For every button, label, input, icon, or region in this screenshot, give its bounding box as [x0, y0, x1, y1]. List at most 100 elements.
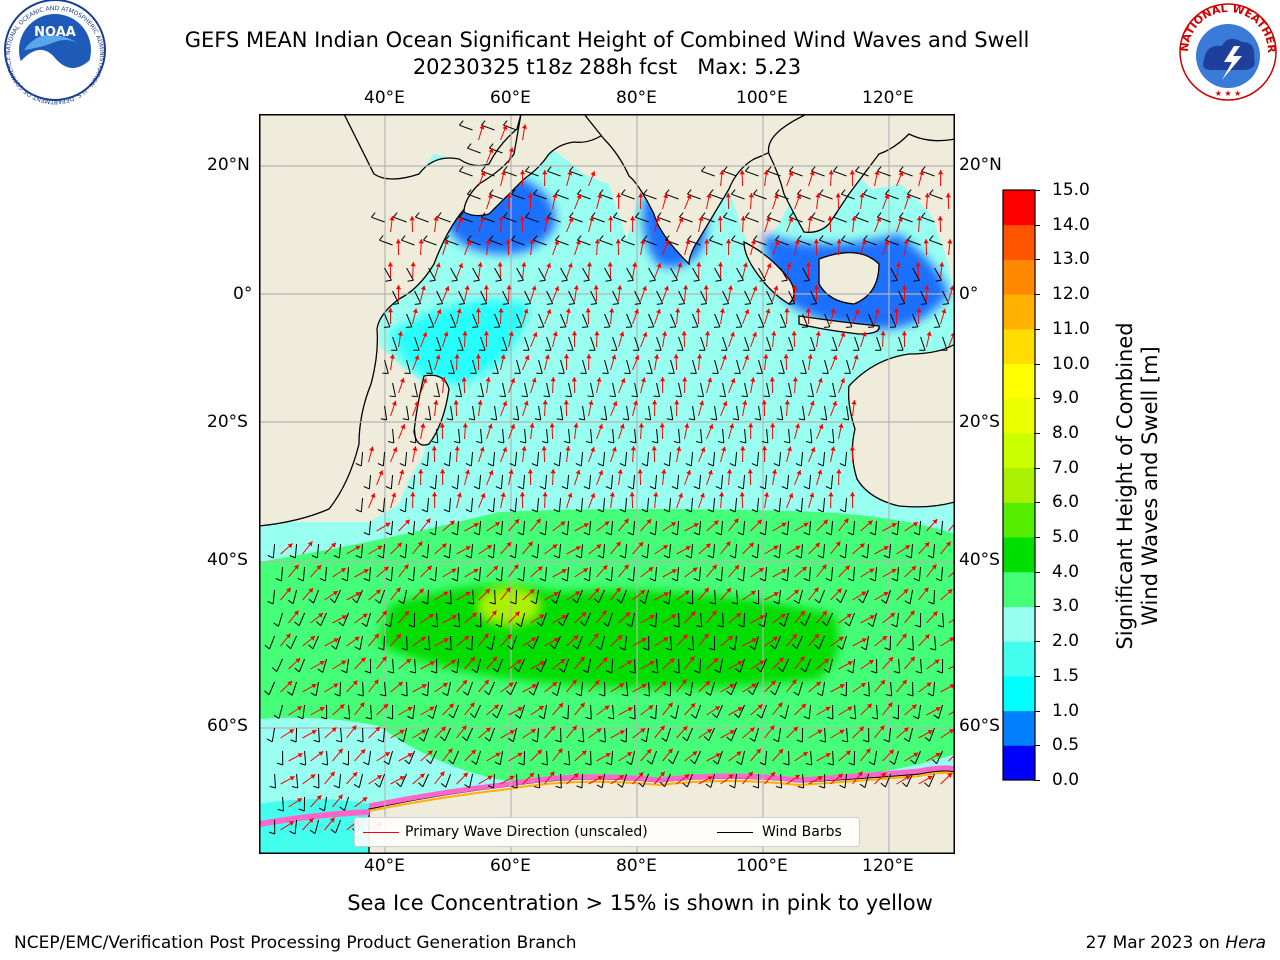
- wind-barb: [366, 612, 372, 627]
- wind-barb: [909, 589, 914, 604]
- wind-barb: [344, 796, 350, 811]
- wind-barb-flag: [671, 486, 678, 490]
- wind-barb: [448, 497, 452, 512]
- wave-arrowhead: [895, 262, 901, 267]
- wind-barb: [540, 658, 548, 673]
- wind-barb-flag: [396, 782, 402, 788]
- wave-arrowhead: [931, 564, 937, 570]
- wind-barb-flag: [473, 279, 480, 282]
- wind-barb-flag: [663, 463, 670, 467]
- wind-barb: [908, 727, 914, 742]
- wave-arrowhead: [340, 568, 346, 573]
- wave-arrowhead: [330, 771, 335, 777]
- wind-barb: [412, 704, 416, 719]
- wind-barb: [588, 566, 592, 581]
- wind-barb: [480, 336, 486, 351]
- wind-barb-flag: [468, 418, 475, 421]
- lon-label-bottom-100e: 100°E: [736, 856, 788, 876]
- wind-barb-flag: [892, 716, 899, 720]
- wind-barb: [434, 474, 438, 489]
- wind-barb: [788, 290, 796, 304]
- wind-barb-flag: [619, 509, 626, 513]
- wind-barb: [382, 543, 386, 558]
- wind-barb: [670, 359, 675, 374]
- wave-arrowhead: [508, 331, 514, 337]
- wind-barb-flag: [695, 625, 702, 628]
- colorbar-tick: [1034, 224, 1040, 226]
- wind-barb: [400, 773, 408, 787]
- wind-barb-flag: [736, 761, 742, 766]
- wind-barb: [412, 520, 416, 535]
- lat-label-left-40s: 40°S: [207, 550, 248, 570]
- wind-barb: [472, 267, 480, 281]
- wind-barb-flag: [747, 690, 753, 696]
- wind-barb: [404, 451, 408, 466]
- wind-barb-flag: [789, 212, 794, 218]
- colorbar-tick: [1034, 606, 1040, 608]
- wave-arrowhead: [676, 446, 682, 451]
- wave-arrowhead: [795, 545, 801, 551]
- wind-barb: [612, 290, 620, 304]
- wind-barb-flag: [471, 760, 477, 765]
- wave-arrowhead: [926, 331, 932, 337]
- wave-arrowhead: [560, 659, 566, 664]
- wave-arrowhead: [916, 308, 922, 313]
- wave-arrowhead: [443, 331, 449, 337]
- wave-arrowhead: [295, 658, 301, 663]
- wind-barb: [546, 290, 554, 304]
- wind-barb-flag: [833, 212, 838, 218]
- wind-barb: [428, 313, 435, 328]
- colorbar-ticks: 0.0 0.5 1.0 1.5 2.0 3.0 4.0 5.0 6.0 7.0 8.0 9.0 10.0…: [1034, 0, 1104, 960]
- wave-arrowhead: [530, 729, 536, 734]
- wind-barb: [656, 428, 659, 443]
- wave-arrowhead: [307, 541, 313, 547]
- wave-arrowhead: [865, 748, 871, 754]
- wind-barb-flag: [752, 601, 759, 605]
- wind-barb: [761, 704, 768, 719]
- wind-barb-flag: [267, 555, 274, 559]
- wind-barb-flag: [707, 509, 714, 513]
- wave-arrowhead: [682, 726, 688, 732]
- wave-arrowhead: [293, 610, 299, 616]
- wind-barb-flag: [931, 759, 937, 765]
- wind-barb: [778, 451, 782, 466]
- wind-barb: [566, 474, 570, 489]
- wind-barb-flag: [443, 555, 450, 559]
- wind-barb: [676, 474, 680, 489]
- wind-barb: [560, 359, 565, 374]
- wave-arrowhead: [744, 309, 750, 315]
- lon-label-top-60e: 60°E: [490, 88, 531, 108]
- wind-barb: [496, 658, 504, 673]
- wind-barb: [896, 612, 900, 627]
- lat-label-left-20s: 20°S: [207, 412, 248, 432]
- wave-arrowhead: [513, 564, 519, 570]
- wave-arrowhead: [433, 400, 439, 405]
- wind-barb: [668, 543, 672, 558]
- wind-barb: [476, 658, 482, 673]
- wave-arrowhead: [912, 522, 918, 527]
- wave-arrowhead: [684, 423, 690, 428]
- wind-barb-flag: [797, 785, 804, 789]
- wind-barb-flag: [384, 623, 391, 628]
- wave-arrowhead: [544, 216, 550, 221]
- wave-arrowhead: [355, 545, 361, 551]
- wave-arrowhead: [737, 707, 743, 712]
- wind-barb: [929, 193, 943, 200]
- wind-barb-flag: [514, 667, 520, 673]
- wind-barb: [384, 267, 392, 281]
- wind-barb: [436, 336, 442, 351]
- wind-barb-flag: [829, 395, 836, 398]
- wave-arrowhead: [479, 216, 485, 222]
- wave-arrowhead: [608, 216, 614, 221]
- wind-barb: [865, 635, 870, 650]
- wind-barb-flag: [928, 601, 935, 605]
- colorbar-bin: [1003, 467, 1035, 503]
- wave-arrowhead: [399, 469, 405, 475]
- wind-barb-flag: [883, 555, 890, 559]
- wind-barb: [808, 520, 812, 535]
- wind-barb: [456, 658, 460, 673]
- wave-arrowhead: [338, 748, 343, 754]
- wind-barb-flag: [759, 532, 766, 536]
- wind-barb: [940, 566, 944, 581]
- wind-barb: [678, 612, 680, 628]
